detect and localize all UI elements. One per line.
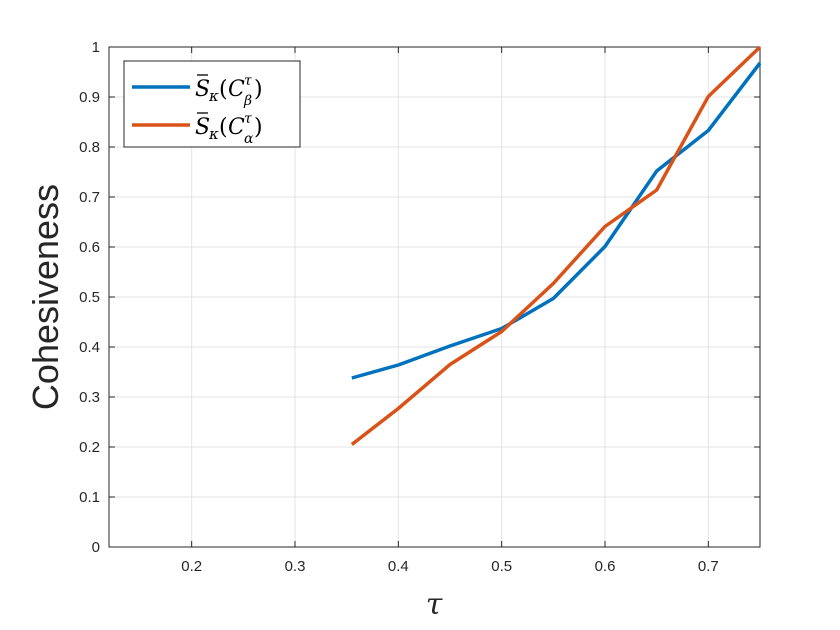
svg-text:(: (: [219, 77, 228, 102]
series-line-alpha: [350, 45, 762, 446]
y-tick-label: 0.5: [79, 289, 100, 306]
y-tick-label: 0.2: [79, 439, 100, 456]
svg-text:(: (: [219, 115, 228, 140]
x-tick-label: 0.6: [595, 558, 616, 575]
y-tick-label: 0.3: [79, 389, 100, 406]
tick-labels: 0.2 0.3 0.4 0.5 0.6 0.7 0 0.1 0.2 0.3 0.4 0.5 0.6 0.7…: [79, 39, 719, 575]
legend-label-alpha: S κ ( C τ α ): [195, 111, 263, 147]
y-tick-label: 0.7: [79, 189, 100, 206]
y-tick-label: 0.4: [79, 339, 100, 356]
svg-text:S: S: [195, 115, 210, 140]
x-tick-label: 0.4: [388, 558, 409, 575]
x-tick-label: 0.5: [491, 558, 512, 575]
svg-text:): ): [254, 115, 263, 140]
svg-text:κ: κ: [208, 125, 219, 143]
axes: [108, 46, 761, 548]
legend-box: [123, 60, 301, 148]
y-tick-label: 0.8: [79, 139, 100, 156]
svg-text:β: β: [243, 93, 252, 109]
svg-text:C: C: [228, 77, 245, 102]
svg-text:): ): [254, 77, 263, 102]
x-axis-label: τ: [426, 587, 443, 622]
x-tick-label: 0.7: [698, 558, 719, 575]
svg-text:α: α: [244, 131, 254, 147]
y-tick-label: 0.6: [79, 239, 100, 256]
svg-text:S: S: [195, 77, 210, 102]
series-lines: [350, 45, 762, 446]
series-line-beta: [351, 61, 762, 380]
y-tick-label: 1: [92, 39, 100, 56]
svg-text:τ: τ: [244, 73, 252, 89]
legend: S κ ( C τ β ) S κ ( C τ α ): [123, 60, 301, 148]
y-axis-label: Cohesiveness: [25, 184, 66, 410]
svg-text:C: C: [228, 115, 245, 140]
x-tick-label: 0.2: [181, 558, 202, 575]
svg-text:τ: τ: [244, 111, 252, 127]
legend-label-beta: S κ ( C τ β ): [195, 73, 263, 109]
y-tick-label: 0: [92, 539, 100, 556]
svg-text:κ: κ: [208, 87, 219, 105]
y-tick-label: 0.1: [79, 489, 100, 506]
x-tick-label: 0.3: [285, 558, 306, 575]
y-tick-label: 0.9: [79, 89, 100, 106]
